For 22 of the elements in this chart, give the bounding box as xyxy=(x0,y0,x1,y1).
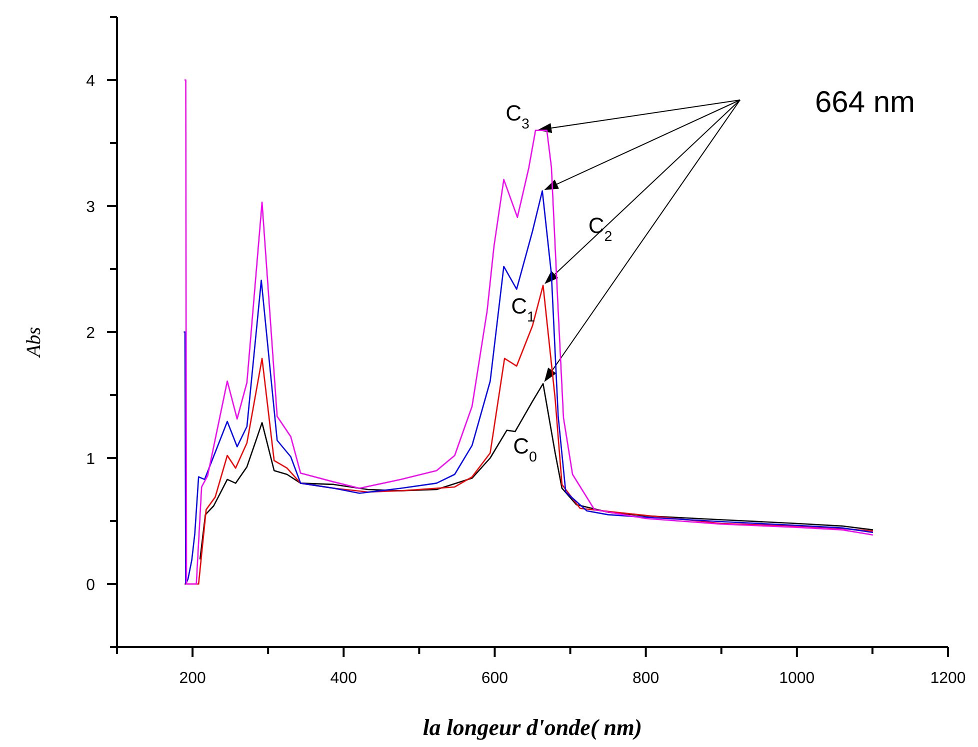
line-series xyxy=(184,284,874,585)
x-axis-title: la longeur d'onde( nm) xyxy=(422,715,642,740)
x-tick-label: 800 xyxy=(632,670,660,687)
y-tick-label: 4 xyxy=(86,73,96,90)
annotation: C$_{2}$ xyxy=(588,212,612,245)
x-tick-label: 1200 xyxy=(930,670,966,687)
x-tick-label: 400 xyxy=(330,670,358,687)
line-series xyxy=(184,79,874,585)
line-series xyxy=(199,383,874,560)
x-tick-label: 600 xyxy=(481,670,508,687)
y-tick-label: 3 xyxy=(86,199,96,216)
y-axis-title: Abs xyxy=(23,326,45,359)
annotation: C$_{3}$ xyxy=(506,100,530,132)
y-tick-label: 1 xyxy=(86,451,96,468)
x-tick-label: 1000 xyxy=(779,670,815,687)
y-tick-label: 0 xyxy=(86,577,96,594)
annotation: C$_{1}$ xyxy=(511,293,536,326)
y-tick-label: 2 xyxy=(86,325,96,342)
annotation: 664 nm xyxy=(814,86,916,119)
line-series xyxy=(184,190,874,585)
x-tick-label: 200 xyxy=(179,670,206,687)
annotation: C$_{0}$ xyxy=(513,434,538,466)
